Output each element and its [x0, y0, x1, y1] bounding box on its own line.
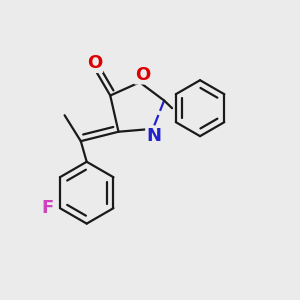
Text: O: O — [135, 66, 150, 84]
Text: O: O — [135, 66, 150, 84]
Text: N: N — [146, 128, 161, 146]
Text: N: N — [146, 128, 161, 146]
Text: O: O — [87, 54, 102, 72]
Text: F: F — [41, 199, 54, 217]
Text: O: O — [87, 54, 102, 72]
Text: F: F — [41, 199, 54, 217]
